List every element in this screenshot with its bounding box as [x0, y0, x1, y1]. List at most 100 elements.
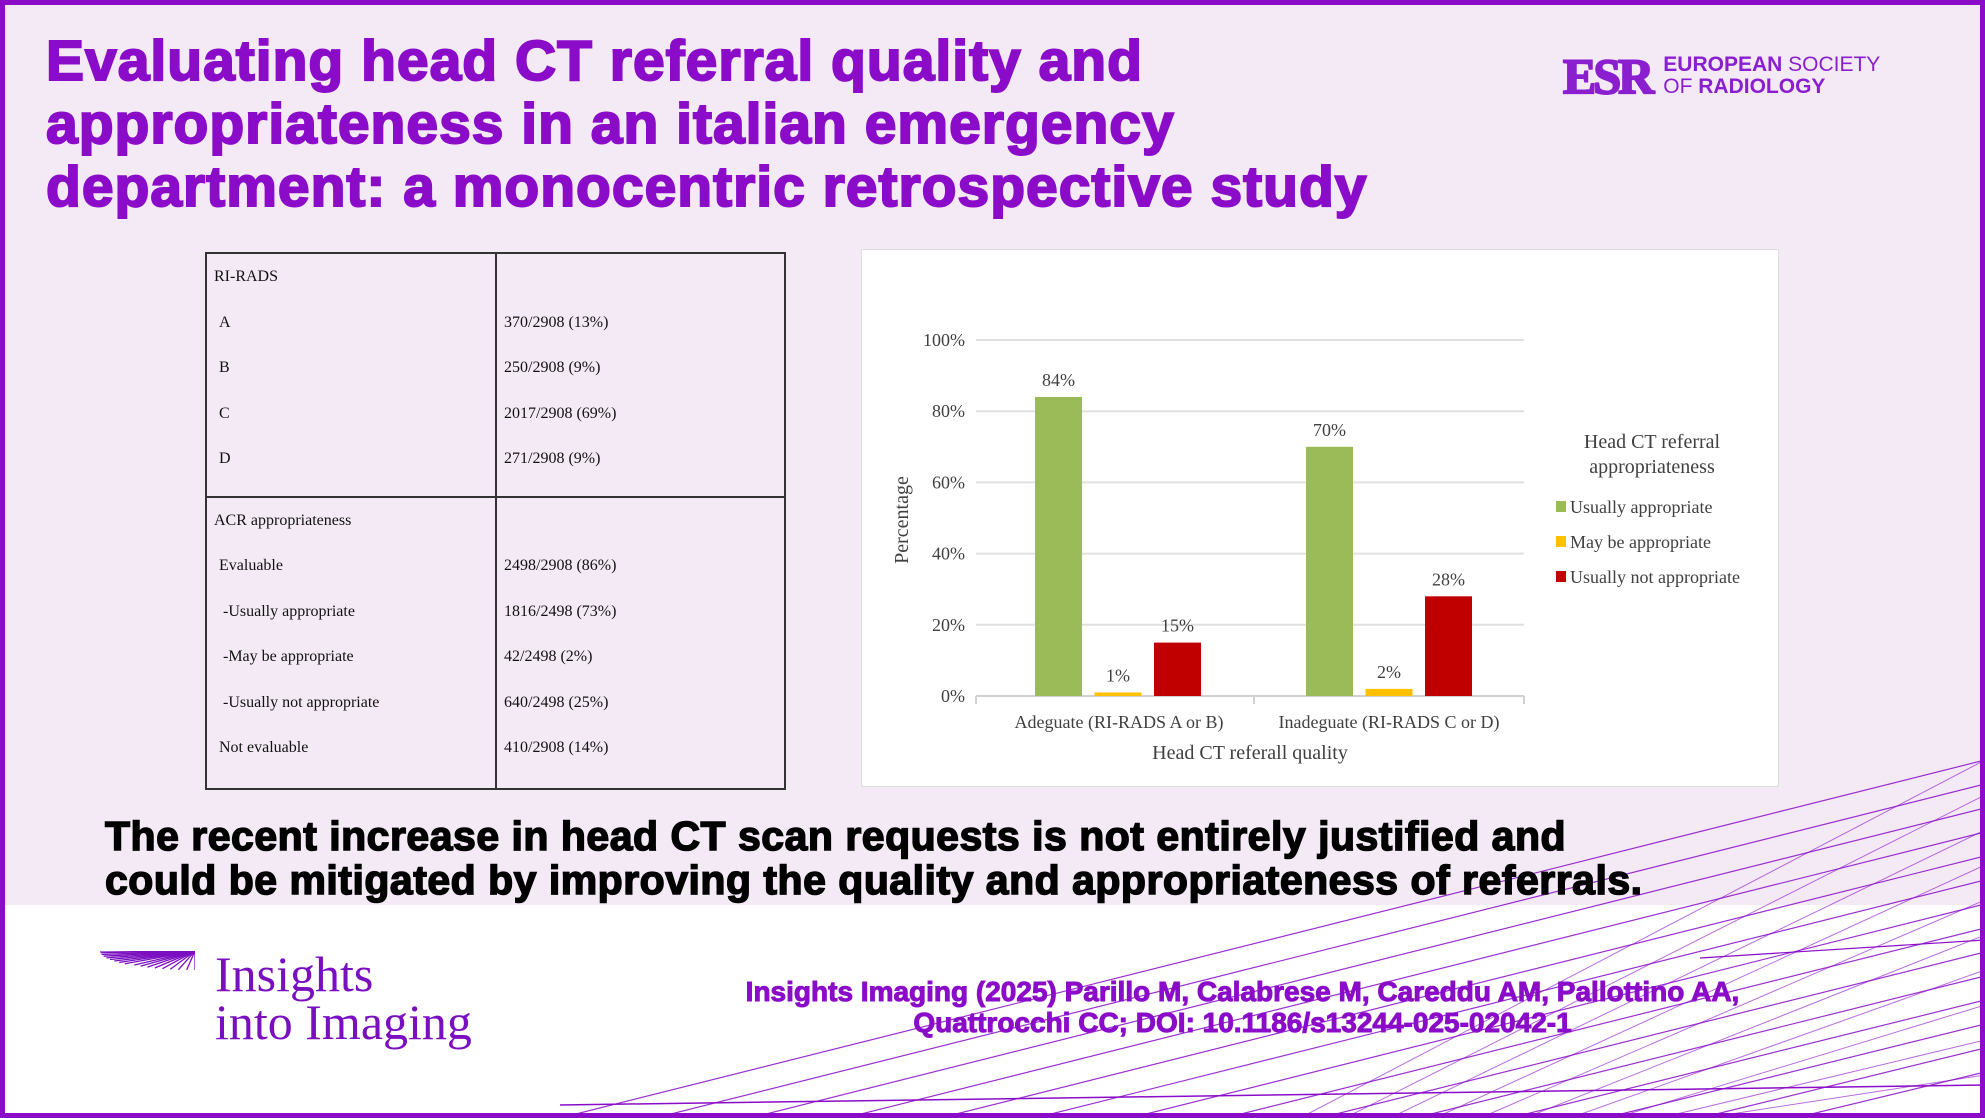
section-header: RI-RADS: [214, 268, 279, 285]
conclusion-line: The recent increase in head CT scan requ…: [104, 813, 1567, 859]
insights-into-imaging-logo: Insights into Imaging: [95, 946, 472, 1050]
row-label: -Usually appropriate: [219, 602, 355, 620]
legend-title: Head CT referral: [1584, 431, 1721, 453]
legend-swatch: [1556, 571, 1566, 582]
row-value: 640/2498 (25%): [504, 693, 609, 711]
y-tick-label: 40%: [932, 544, 965, 564]
legend-label: Usually not appropriate: [1570, 567, 1740, 587]
decorative-line: [559, 1084, 1985, 1106]
legend-swatch: [1556, 501, 1566, 512]
row-value: 410/2908 (14%): [504, 739, 609, 757]
logo-text: OF: [1663, 75, 1699, 98]
decorative-line: [1699, 1047, 1985, 1118]
title-line: appropriateness in an italian emergency: [45, 92, 1175, 157]
decorative-line: [559, 759, 1985, 1118]
y-tick-label: 20%: [932, 615, 965, 635]
logo-text: RADIOLOGY: [1698, 75, 1826, 98]
citation: Insights Imaging (2025) Parillo M, Calab…: [600, 976, 1885, 1039]
decorative-line: [1319, 951, 1985, 1118]
decorative-line: [1224, 927, 1985, 1118]
decorative-line: [1509, 999, 1985, 1118]
fan-line: [177, 950, 195, 970]
y-tick-label: 100%: [923, 330, 965, 350]
row-label: D: [219, 450, 231, 467]
decorative-line: [844, 831, 1985, 1118]
data-label: 2%: [1377, 662, 1401, 682]
bar: [1035, 396, 1082, 696]
title-line: Evaluating head CT referral quality and: [45, 29, 1143, 94]
decorative-line: [1299, 759, 1985, 1118]
row-label: -Usually not appropriate: [219, 693, 380, 711]
row-label: Not evaluable: [219, 739, 309, 757]
row-label: B: [219, 359, 230, 376]
esr-logo-mark: ESR: [1562, 48, 1655, 104]
section-header: ACR appropriateness: [214, 511, 352, 529]
decorative-line: [1389, 829, 1985, 1118]
legend-title: appropriateness: [1589, 456, 1715, 478]
row-value: 271/2908 (9%): [504, 450, 601, 467]
bar-chart: 0% 20% 40% 60% 80% 100% 84% 70% 1% 2% 15% 28% Adegua…: [861, 249, 1779, 787]
decorative-line: [1034, 879, 1985, 1118]
y-tick-label: 80%: [932, 401, 965, 421]
row-value: 2498/2908 (86%): [504, 557, 617, 575]
journal-fan-icon: [100, 950, 195, 970]
conclusion-text: The recent increase in head CT scan requ…: [104, 813, 1643, 903]
decorative-line: [1414, 975, 1985, 1118]
row-value: 370/2908 (13%): [504, 313, 609, 331]
row-label: C: [219, 404, 230, 422]
row-value: 42/2498 (2%): [504, 648, 593, 666]
data-label: 15%: [1161, 616, 1194, 636]
decorative-line: [939, 855, 1985, 1118]
decorative-line: [1604, 1023, 1985, 1118]
fan-line: [169, 950, 195, 970]
x-axis-title: Head CT referall quality: [1152, 742, 1348, 764]
bar: [1425, 596, 1472, 696]
decorative-line: [654, 783, 1985, 1118]
legend-swatch: [1556, 536, 1566, 547]
decorative-line: [1614, 1004, 1985, 1118]
data-label: 28%: [1432, 569, 1465, 589]
row-label: A: [219, 313, 231, 331]
row-label: Evaluable: [219, 557, 283, 575]
decorative-line: [1344, 794, 1985, 1118]
fan-line: [154, 950, 195, 969]
bar: [1154, 642, 1201, 696]
x-category-label: Adeguate (RI-RADS A or B): [1015, 712, 1224, 733]
decorative-line: [1569, 969, 1985, 1118]
x-category-label: Inadeguate (RI-RADS C or D): [1279, 712, 1500, 733]
journal-name: Insights: [215, 946, 374, 1002]
row-value: 250/2908 (9%): [504, 359, 601, 376]
fan-line: [186, 950, 195, 970]
esr-logo: ESR EUROPEAN SOCIETY OF RADIOLOGY: [1562, 48, 1880, 104]
y-axis-title: Percentage: [891, 476, 913, 564]
y-tick-label: 0%: [941, 686, 965, 706]
row-value: 1816/2498 (73%): [504, 602, 617, 620]
results-table: RI-RADS A B C D 370/2908 (13%) 250/2908 …: [205, 252, 786, 791]
title-line: department: a monocentric retrospective …: [45, 155, 1368, 220]
data-label: 1%: [1106, 665, 1130, 685]
table-section: RI-RADS A B C D 370/2908 (13%) 250/2908 …: [205, 252, 786, 498]
citation-line: Insights Imaging (2025) Parillo M, Calab…: [745, 976, 1740, 1008]
decorative-line: [1704, 1074, 1985, 1118]
decorative-line: [1699, 939, 1985, 959]
row-label: -May be appropriate: [219, 648, 354, 666]
logo-text: EUROPEAN: [1663, 53, 1783, 76]
conclusion-line: could be mitigated by improving the qual…: [104, 857, 1643, 903]
decorative-line: [1659, 1039, 1985, 1118]
page-title: Evaluating head CT referral quality and …: [45, 29, 1368, 220]
journal-name: into Imaging: [215, 994, 472, 1050]
y-tick-label: 60%: [932, 472, 965, 492]
data-label: 84%: [1042, 370, 1075, 390]
row-value: 2017/2908 (69%): [504, 404, 617, 422]
bar: [1094, 692, 1142, 696]
decorative-line: [1479, 899, 1985, 1118]
table-section: ACR appropriateness Evaluable -Usually a…: [205, 495, 786, 791]
chart-canvas: 0% 20% 40% 60% 80% 100% 84% 70% 1% 2% 15% 28% Adegua…: [891, 330, 1740, 764]
legend-label: Usually appropriate: [1570, 497, 1712, 517]
decorative-line: [1524, 934, 1985, 1118]
data-label: 70%: [1313, 420, 1346, 440]
decorative-line: [1434, 864, 1985, 1118]
fan-line: [162, 950, 195, 969]
bar: [1306, 446, 1353, 696]
